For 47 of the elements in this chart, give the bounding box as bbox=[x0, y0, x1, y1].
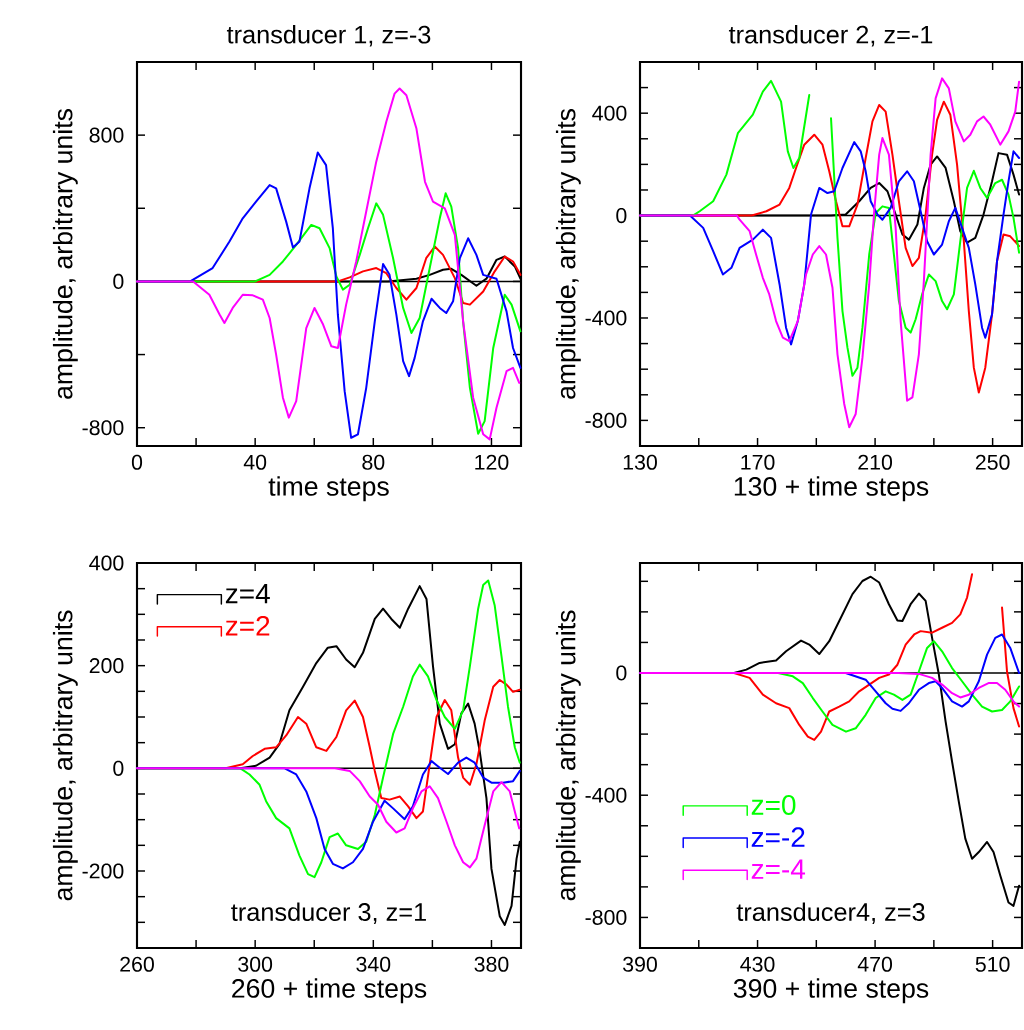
x-tick-label: 250 bbox=[975, 454, 1010, 470]
legend-label: z=2 bbox=[225, 615, 270, 636]
text: transducer 3, z=1 bbox=[231, 902, 426, 925]
x-axis-title: 390 + time steps bbox=[733, 978, 929, 1004]
x-tick-label: 170 bbox=[741, 454, 775, 470]
y-tick-label: 0 bbox=[113, 273, 124, 289]
x-tick-label: 260 bbox=[120, 956, 154, 972]
x-axis-title: time steps bbox=[268, 476, 389, 502]
x-tick-label: 390 bbox=[623, 956, 657, 972]
y-tick-label: 400 bbox=[592, 105, 627, 121]
y-tick-label: -800 bbox=[585, 412, 627, 428]
y-tick-label: -400 bbox=[585, 787, 627, 803]
x-tick-label: 40 bbox=[243, 454, 267, 470]
legend-label: z=4 bbox=[225, 584, 270, 604]
legend-label: z=-4 bbox=[751, 859, 806, 879]
y-axis-title: amplitude, arbitrary units bbox=[52, 610, 78, 901]
y-axis-title: amplitude, arbitrary units bbox=[52, 109, 78, 399]
y-tick-label: 0 bbox=[616, 208, 627, 224]
x-tick-label: 120 bbox=[475, 454, 509, 470]
x-tick-label: 470 bbox=[857, 956, 893, 972]
x-tick-label: 80 bbox=[362, 454, 385, 470]
y-tick-label: 0 bbox=[616, 665, 627, 681]
y-tick-label: -400 bbox=[585, 310, 627, 326]
legend-label: z=-2 bbox=[751, 827, 805, 847]
chart-title: transducer 2, z=-1 bbox=[728, 25, 933, 47]
x-tick-label: 130 bbox=[623, 454, 657, 470]
x-tick-label: 0 bbox=[131, 454, 143, 470]
y-tick-label: 400 bbox=[89, 555, 124, 571]
chart-title: transducer 1, z=-3 bbox=[226, 25, 431, 47]
y-tick-label: -800 bbox=[82, 420, 124, 436]
x-tick-label: 510 bbox=[975, 956, 1010, 972]
y-axis-title: amplitude, arbitrary units bbox=[555, 109, 581, 399]
text: transducer4, z=3 bbox=[736, 902, 925, 925]
x-tick-label: 300 bbox=[238, 956, 273, 972]
x-tick-label: 430 bbox=[740, 956, 775, 972]
x-tick-label: 340 bbox=[356, 956, 391, 972]
x-axis-title: 130 + time steps bbox=[734, 476, 929, 502]
x-tick-label: 380 bbox=[474, 956, 509, 972]
y-axis-title: amplitude, arbitrary units bbox=[555, 610, 581, 901]
y-tick-label: 800 bbox=[89, 127, 124, 143]
legend-label: z=0 bbox=[751, 795, 796, 815]
x-tick-label: 210 bbox=[858, 454, 893, 470]
y-tick-label: -800 bbox=[585, 909, 627, 925]
y-tick-label: -200 bbox=[82, 863, 124, 879]
x-axis-title: 260 + time steps bbox=[232, 978, 427, 1004]
y-tick-label: 200 bbox=[89, 658, 124, 674]
y-tick-label: 0 bbox=[113, 760, 124, 776]
